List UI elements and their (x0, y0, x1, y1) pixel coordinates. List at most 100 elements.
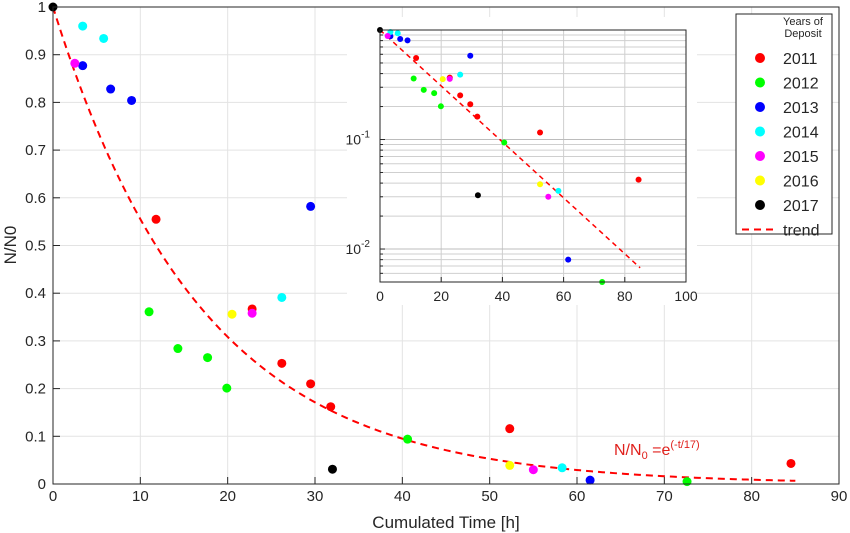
legend-title-line-1: Years of (783, 16, 824, 28)
main-y-tick-label: 0.1 (25, 428, 46, 445)
legend-label-2013: 2013 (783, 100, 819, 117)
x-axis-label: Cumulated Time [h] (372, 513, 519, 532)
main-point-2011 (505, 424, 515, 434)
inset-point-2011 (457, 92, 464, 99)
legend: Years of Deposit 2011 2012 2013 2014 2015 201… (735, 13, 833, 240)
main-y-tick-label: 0.2 (25, 381, 46, 398)
inset-trend-line (379, 29, 641, 269)
inset-x-tick-label: 60 (556, 288, 572, 304)
inset-point-2011 (635, 176, 642, 183)
main-point-2015 (528, 465, 538, 475)
inset-x-tick-label: 100 (674, 288, 698, 304)
inset-x-tick-label: 20 (433, 288, 449, 304)
main-point-2014 (99, 33, 109, 43)
legend-label-2017: 2017 (783, 198, 819, 215)
legend-label-2012: 2012 (783, 76, 819, 93)
inset-plot-frame (379, 29, 687, 283)
inset-point-2014 (394, 30, 401, 37)
main-x-tick-labels: 0 10 20 30 40 50 60 70 80 90 (49, 488, 848, 505)
main-y-tick-labels: 0 0.1 0.2 0.3 0.4 0.5 0.6 0.7 0.8 0.9 1 (25, 0, 46, 493)
inset-trend (379, 29, 641, 269)
inset-background (347, 17, 697, 305)
main-y-tick-label: 0.9 (25, 47, 46, 64)
trend-equation: N/N0 =e(-t/17) (614, 439, 700, 462)
main-x-tick-label: 0 (49, 488, 57, 505)
main-x-tick-label: 20 (219, 488, 236, 505)
trend-equation-lhs-subscript: 0 (642, 450, 648, 462)
inset-point-2013 (565, 256, 572, 263)
main-trend-line (52, 6, 796, 482)
inset-point-2011 (537, 129, 544, 136)
inset-points (377, 27, 642, 285)
legend-marker-2011 (755, 53, 765, 63)
legend-label-2014: 2014 (783, 125, 819, 142)
y-axis-label: N/N0 (1, 226, 20, 265)
inset-point-2012 (420, 86, 427, 93)
main-point-2013 (78, 61, 88, 71)
legend-marker-2017 (755, 200, 765, 210)
main-point-2011 (326, 402, 336, 412)
trend-equation-exponent: (-t/17) (670, 439, 699, 451)
inset-point-2012 (501, 139, 508, 146)
main-plot-frame (52, 6, 840, 485)
legend-label-2016: 2016 (783, 174, 819, 191)
main-point-2012 (403, 434, 413, 444)
main-y-tick-label: 1 (38, 0, 46, 16)
main-point-2012 (144, 307, 154, 317)
main-trend (52, 6, 796, 482)
main-y-tick-label: 0.5 (25, 238, 46, 255)
inset-point-2017 (474, 192, 481, 199)
inset-point-2011 (413, 55, 420, 62)
inset-point-2016 (439, 76, 446, 83)
main-point-2014 (557, 463, 567, 473)
inset-y-tick-labels: 10-110-2 (346, 130, 371, 258)
main-y-tick-label: 0.3 (25, 333, 46, 350)
inset-x-tick-label: 40 (495, 288, 511, 304)
main-point-2013 (306, 201, 316, 211)
main-point-2014 (78, 21, 88, 31)
inset-point-2012 (437, 103, 444, 110)
main-point-2016 (505, 460, 515, 470)
inset-y-tick-mantissa: 10 (346, 132, 362, 148)
main-x-tick-label: 60 (569, 488, 586, 505)
main-point-2013 (106, 84, 116, 94)
main-x-tick-label: 50 (481, 488, 498, 505)
main-x-tick-label: 90 (831, 488, 848, 505)
legend-marker-2012 (755, 77, 765, 88)
main-point-2013 (127, 95, 137, 105)
legend-marker-2013 (755, 102, 765, 112)
main-x-tick-label: 10 (132, 488, 149, 505)
inset-point-2016 (537, 181, 544, 188)
main-x-tick-label: 40 (394, 488, 411, 505)
main-y-tick-label: 0.6 (25, 190, 46, 207)
trend-equation-lhs: N/N (614, 442, 642, 459)
main-x-tick-label: 80 (743, 488, 760, 505)
main-point-2016 (227, 309, 237, 319)
legend-label-2011: 2011 (783, 51, 818, 68)
inset-x-tick-labels: 0 20 40 60 80 100 (376, 288, 698, 304)
legend-marker-2015 (755, 151, 765, 161)
trend-equation-eq: =e (648, 442, 671, 459)
inset-point-2011 (474, 113, 481, 120)
legend-label-2015: 2015 (783, 149, 819, 166)
main-point-2012 (682, 477, 692, 487)
inset-y-tick-exponent: -2 (361, 239, 370, 250)
legend-title-line-2: Deposit (784, 28, 821, 40)
main-x-tick-label: 70 (656, 488, 673, 505)
legend-box (735, 13, 833, 235)
inset-point-2012 (431, 90, 438, 97)
inset-y-tick-label: 10-2 (346, 239, 371, 257)
main-y-tick-label: 0.4 (25, 285, 46, 302)
inset-y-tick-label: 10-1 (346, 130, 371, 148)
main-point-2014 (277, 292, 287, 302)
legend-label-trend: trend (783, 223, 819, 240)
main-y-tick-label: 0.8 (25, 94, 46, 111)
main-point-2012 (173, 344, 183, 354)
main-point-2012 (222, 383, 232, 393)
inset-x-tick-label: 0 (376, 288, 384, 304)
inset-point-2013 (467, 52, 474, 59)
inset-point-2012 (410, 75, 417, 82)
main-point-2011 (277, 358, 287, 368)
main-point-2012 (203, 353, 213, 363)
